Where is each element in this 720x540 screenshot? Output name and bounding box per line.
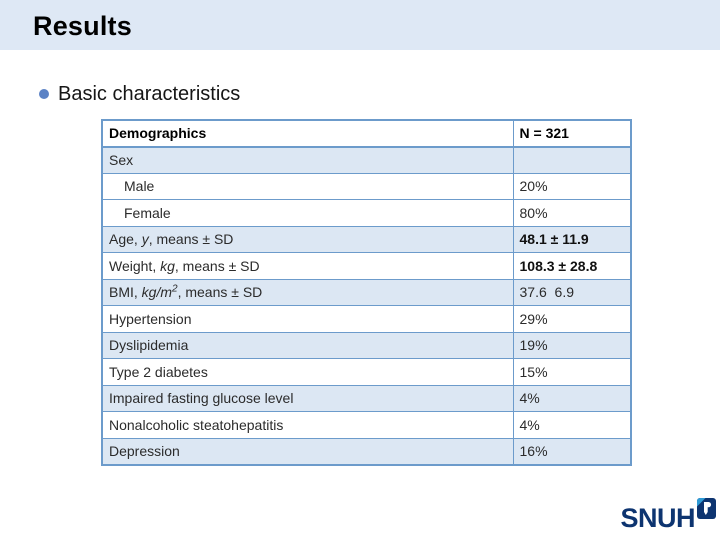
row-label: Impaired fasting glucose level: [101, 384, 514, 412]
row-value: 20%: [512, 172, 632, 200]
table-row: Male 20%: [101, 172, 632, 200]
row-label: Male: [101, 172, 514, 200]
row-value: 48.1 ± 11.9: [512, 225, 632, 253]
row-value: 80%: [512, 199, 632, 227]
row-label: Nonalcoholic steatohepatitis: [101, 411, 514, 439]
table-row: Age, y, means ± SD 48.1 ± 11.9: [101, 225, 632, 253]
table-row: Sex: [101, 146, 632, 174]
row-label: Type 2 diabetes: [101, 358, 514, 386]
demographics-table: Demographics N = 321 Sex Male 20% Female 80%…: [101, 119, 632, 466]
header-n: N = 321: [512, 119, 632, 148]
row-value: 4%: [512, 411, 632, 439]
table-header-row: Demographics N = 321: [101, 119, 632, 148]
bullet-label: Basic characteristics: [58, 83, 241, 105]
row-value: 29%: [512, 305, 632, 333]
row-value: 4%: [512, 384, 632, 412]
row-value: 16%: [512, 437, 632, 465]
bullet-icon: [39, 89, 49, 99]
table-row: Depression 16%: [101, 437, 632, 465]
row-label: Hypertension: [101, 305, 514, 333]
table-row: Weight, kg, means ± SD 108.3 ± 28.8: [101, 252, 632, 280]
row-label: Weight, kg, means ± SD: [101, 252, 514, 280]
table-row: BMI, kg/m2, means ± SD 37.6 6.9: [101, 278, 632, 306]
table-row: Hypertension 29%: [101, 305, 632, 333]
table-row: Type 2 diabetes 15%: [101, 358, 632, 386]
row-label: Dyslipidemia: [101, 331, 514, 359]
snuh-logo: SNUH: [620, 498, 716, 534]
row-label: Depression: [101, 437, 514, 465]
row-value: 37.6 6.9: [512, 278, 632, 306]
row-value: 15%: [512, 358, 632, 386]
title-banner: [0, 0, 720, 50]
row-label: Age, y, means ± SD: [101, 225, 514, 253]
row-value: 19%: [512, 331, 632, 359]
bullet-item: Basic characteristics: [39, 82, 240, 106]
snuh-logo-text: SNUH: [620, 503, 695, 533]
header-demographics: Demographics: [101, 119, 514, 148]
table-row: Nonalcoholic steatohepatitis 4%: [101, 411, 632, 439]
row-label: Female: [101, 199, 514, 227]
row-label: Sex: [101, 146, 514, 174]
table-row: Impaired fasting glucose level 4%: [101, 384, 632, 412]
table-row: Female 80%: [101, 199, 632, 227]
page-title: Results: [33, 11, 132, 41]
row-label: BMI, kg/m2, means ± SD: [101, 278, 514, 306]
row-value: 108.3 ± 28.8: [512, 252, 632, 280]
table-row: Dyslipidemia 19%: [101, 331, 632, 359]
snuh-logo-icon: [697, 498, 716, 519]
row-value: [512, 146, 632, 174]
